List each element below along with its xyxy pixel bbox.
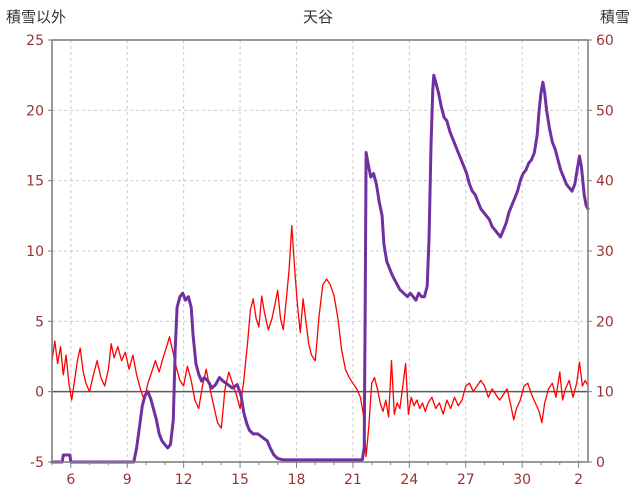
- x-tick-label: 27: [457, 472, 475, 488]
- right-y-tick-label: 0: [596, 455, 605, 471]
- right-y-tick-label: 30: [596, 244, 614, 260]
- right-y-tick-label: 60: [596, 33, 614, 49]
- right-y-tick-label: 20: [596, 314, 614, 330]
- x-tick-label: 9: [123, 472, 132, 488]
- x-tick-label: 12: [175, 472, 193, 488]
- chart-title: 天谷: [302, 8, 333, 26]
- left-y-tick-label: 15: [26, 174, 44, 190]
- right-y-tick-label: 10: [596, 385, 614, 401]
- x-tick-label: 18: [288, 472, 306, 488]
- left-y-tick-label: 25: [26, 33, 44, 49]
- left-y-tick-label: 10: [26, 244, 44, 260]
- plot-area: 6 9 12 15 18 21 24 27 30 2 -5 0 5 10 15 20 25 0 10 20 30 40 50…: [26, 33, 614, 488]
- x-tick-label: 24: [400, 472, 418, 488]
- left-axis-title: 積雪以外: [6, 8, 67, 26]
- x-tick-label: 15: [231, 472, 249, 488]
- left-y-tick-label: 0: [35, 385, 44, 401]
- left-y-tick-label: 5: [35, 314, 44, 330]
- red_line: [51, 225, 589, 458]
- right-axis-title: 積雪: [599, 8, 630, 26]
- x-tick-label: 21: [344, 472, 362, 488]
- left-y-tick-label: 20: [26, 103, 44, 119]
- x-tick-label: 6: [66, 472, 75, 488]
- x-tick-label: 30: [513, 472, 531, 488]
- x-tick-label: 2: [574, 472, 583, 488]
- right-y-tick-label: 40: [596, 174, 614, 190]
- left-y-tick-label: -5: [30, 455, 44, 471]
- right-y-tick-label: 50: [596, 103, 614, 119]
- purple_line: [50, 73, 590, 464]
